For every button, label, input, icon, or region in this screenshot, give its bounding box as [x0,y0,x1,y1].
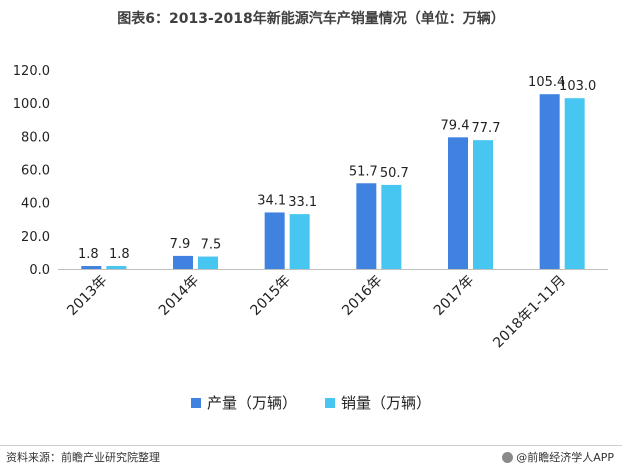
y-tick-label: 0.0 [29,263,50,278]
bar-production [264,212,285,269]
y-tick-label: 60.0 [21,164,50,179]
x-tick-label: 2014年 [156,273,202,319]
data-label-production: 105.4 [528,75,565,90]
y-tick-label: 20.0 [21,230,50,245]
bar-sales [564,98,585,269]
y-tick-label: 40.0 [21,197,50,212]
data-label-production: 79.4 [441,118,470,133]
data-label-production: 51.7 [349,164,378,179]
brand-logo-icon [502,451,514,463]
legend-item-sales: 销量（万辆） [325,392,431,413]
bar-sales [198,256,218,269]
x-tick-label: 2013年 [64,273,110,319]
x-tick-label: 2015年 [248,273,294,319]
data-label-production: 1.8 [78,247,99,262]
legend-swatch-sales [325,397,335,408]
data-label-sales: 1.8 [109,247,130,262]
x-tick-label: 2017年 [431,273,477,319]
bar-sales [289,214,310,269]
bar-sales [106,266,127,269]
brand-attribution: @前瞻经济学人APP [502,449,614,465]
bar-production [81,266,102,269]
data-label-sales: 103.0 [559,79,596,94]
bar-sales [381,184,402,269]
legend-label-production: 产量（万辆） [206,394,297,412]
footer-divider [0,445,622,446]
y-tick-label: 80.0 [21,130,50,145]
bar-sales [473,140,493,269]
bar-production [539,94,560,269]
legend-item-production: 产量（万辆） [190,392,297,413]
bar-production [356,183,377,269]
data-label-sales: 33.1 [288,195,317,210]
legend-swatch-production [190,397,201,408]
data-label-production: 7.9 [170,237,191,252]
y-tick-label: 120.0 [13,64,50,79]
data-label-production: 34.1 [257,193,286,208]
legend-label-sales: 销量（万辆） [341,394,432,412]
data-label-sales: 77.7 [472,121,501,136]
data-label-sales: 50.7 [380,166,409,181]
x-tick-label: 2016年 [339,273,385,319]
bar-chart: 0.0 20.0 40.0 60.0 80.0 100.0 120.0 1.8 1.8 2013年… [13,64,608,352]
data-label-sales: 7.5 [201,238,222,253]
chart-title: 图表6：2013-2018年新能源汽车产销量情况（单位：万辆） [117,11,505,27]
bar-production [448,137,468,269]
source-note: 资料来源：前瞻产业研究院整理 [6,451,160,464]
chart-legend: 产量（万辆） 销量（万辆） [0,392,622,413]
bar-production [173,255,193,269]
x-tick-label: 2018年1-11月 [490,273,569,352]
y-tick-label: 100.0 [13,97,50,112]
brand-text: @前瞻经济学人APP [516,451,614,464]
